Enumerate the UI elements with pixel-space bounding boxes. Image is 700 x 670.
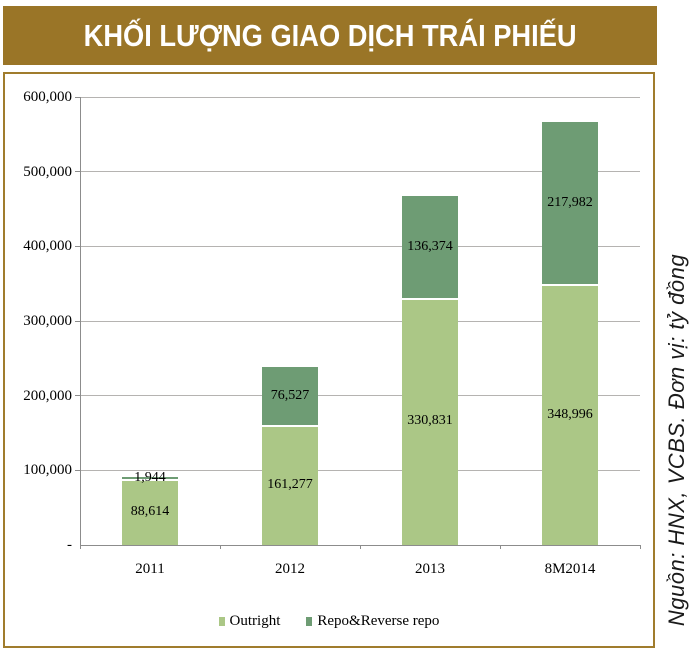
x-axis-label-8M2014: 8M2014 (544, 561, 596, 577)
data-label-outright-2013: 330,831 (407, 413, 453, 429)
gridline (80, 171, 640, 173)
data-label-outright-2011: 88,614 (130, 503, 170, 519)
legend-item-outright: Outright (218, 612, 281, 629)
y-axis-tick (75, 469, 80, 471)
gridline (80, 320, 640, 322)
x-axis-label-2012: 2012 (275, 561, 305, 577)
bar-segment-repo-8M2014 (542, 121, 598, 285)
data-label-repo-8M2014: 217,982 (547, 195, 593, 211)
data-label-outright-8M2014: 348,996 (547, 406, 593, 422)
legend: Outright Repo&Reverse repo (3, 611, 655, 631)
y-tick-label: 100,000 (23, 462, 72, 479)
x-axis-tick (640, 545, 641, 549)
gridline (80, 245, 640, 247)
y-axis-tick (75, 395, 80, 397)
y-axis-tick (75, 245, 80, 247)
title-bar: KHỐI LƯỢNG GIAO DỊCH TRÁI PHIẾU (3, 6, 657, 65)
legend-label: Outright (229, 612, 281, 629)
y-tick-label: 400,000 (23, 238, 72, 255)
chart-title: KHỐI LƯỢNG GIAO DỊCH TRÁI PHIẾU (83, 17, 577, 53)
x-axis-tick (220, 545, 221, 549)
y-axis-tick (75, 171, 80, 173)
gridline (80, 469, 640, 471)
y-axis-tick (75, 96, 80, 98)
legend-label: Repo&Reverse repo (317, 612, 440, 629)
y-tick-label: 500,000 (23, 163, 72, 180)
bar-segment-repo-2012 (262, 367, 318, 425)
y-tick-label: 200,000 (23, 387, 72, 404)
data-label-repo-2011: 1,944 (134, 470, 166, 486)
bar-segment-repo-2013 (402, 196, 458, 298)
legend-swatch-icon (218, 616, 225, 626)
bar-segment-outright-2012 (262, 424, 318, 545)
y-tick-label: 600,000 (23, 89, 72, 105)
data-label-repo-2013: 136,374 (407, 239, 453, 255)
x-axis-tick (500, 545, 501, 549)
x-axis-label-2011: 2011 (135, 561, 165, 577)
y-tick-label: - (67, 537, 72, 553)
y-tick-label: 300,000 (23, 313, 72, 329)
source-note: Nguồn: HNX, VCBS. Đơn vị: tỷ đồng (664, 253, 689, 627)
x-axis-tick (80, 545, 81, 549)
bar-segment-repo-2011 (122, 477, 178, 479)
data-label-outright-2012: 161,277 (267, 476, 313, 492)
x-axis-label-2013: 2013 (415, 561, 445, 577)
data-label-repo-2012: 76,527 (270, 388, 310, 403)
bar-segment-outright-2013 (402, 297, 458, 545)
gridline (80, 395, 640, 397)
gridline (80, 96, 640, 98)
y-axis-tick (75, 320, 80, 322)
legend-swatch-icon (306, 616, 313, 626)
bar-segment-outright-2011 (122, 478, 178, 545)
bar-segment-outright-8M2014 (542, 284, 598, 545)
y-axis-line (80, 97, 81, 546)
x-axis-tick (360, 545, 361, 549)
legend-item-repo: Repo&Reverse repo (306, 612, 440, 629)
